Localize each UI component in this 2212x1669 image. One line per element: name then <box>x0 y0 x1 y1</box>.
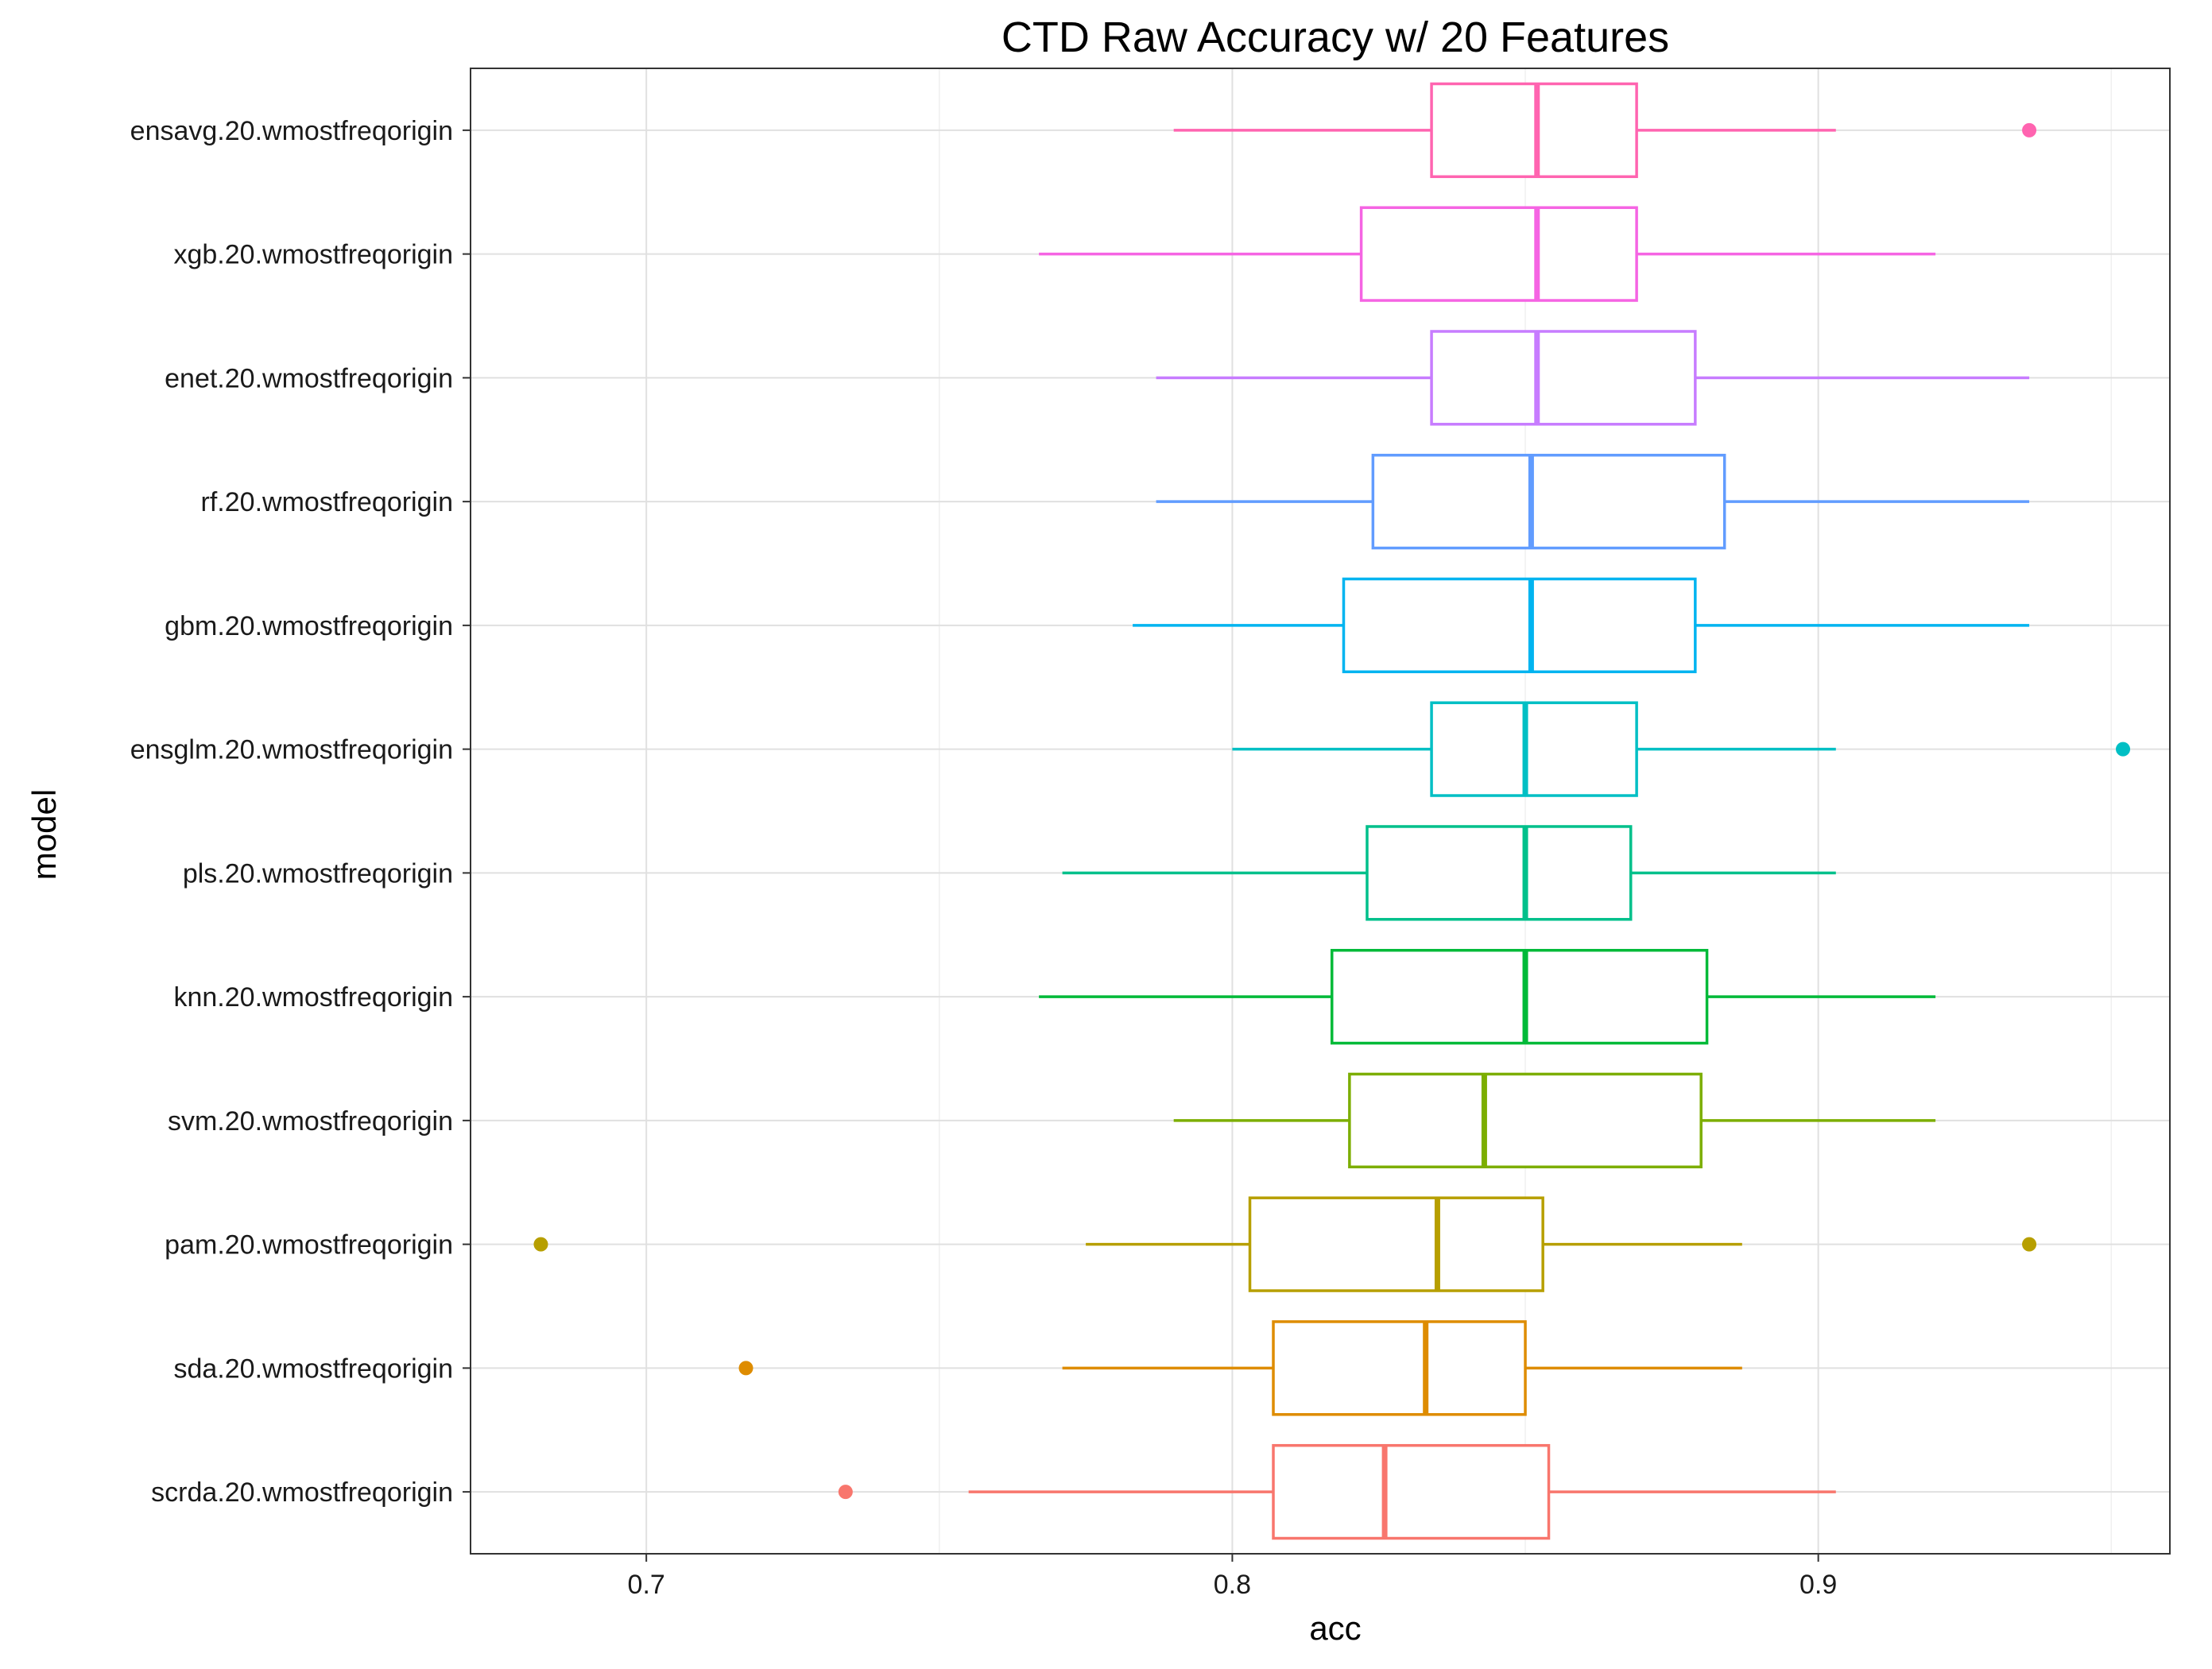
outlier-point <box>738 1361 753 1376</box>
outlier-point <box>2022 1237 2037 1252</box>
box-iqr <box>1371 453 1726 550</box>
y-tick-label: knn.20.wmostfreqorigin <box>173 982 453 1013</box>
y-tick-label: ensavg.20.wmostfreqorigin <box>130 116 453 146</box>
y-tick-label: xgb.20.wmostfreqorigin <box>173 240 453 270</box>
y-tick-label: sda.20.wmostfreqorigin <box>173 1353 453 1384</box>
x-tick-label: 0.8 <box>1214 1570 1251 1600</box>
box-iqr <box>1330 948 1709 1045</box>
outlier-point <box>2022 122 2037 137</box>
box-iqr <box>1366 825 1633 921</box>
x-tick-label: 0.9 <box>1799 1570 1837 1600</box>
outlier-point <box>838 1485 853 1500</box>
outlier-point <box>2116 742 2131 757</box>
y-tick-label: svm.20.wmostfreqorigin <box>168 1106 453 1137</box>
y-tick-label: rf.20.wmostfreqorigin <box>201 487 453 517</box>
box-iqr <box>1430 82 1638 179</box>
box-iqr <box>1430 330 1697 426</box>
x-axis-title: acc <box>1309 1609 1361 1647</box>
chart-title: CTD Raw Accuracy w/ 20 Features <box>1001 14 1669 61</box>
y-axis-title: model <box>25 789 63 880</box>
box-iqr <box>1272 1443 1551 1540</box>
y-tick-label: enet.20.wmostfreqorigin <box>165 363 453 393</box>
y-tick-label: scrda.20.wmostfreqorigin <box>151 1477 453 1508</box>
y-tick-label: pam.20.wmostfreqorigin <box>165 1230 453 1260</box>
plot-area: scrda.20.wmostfreqorigin sda.20.wmostfreq… <box>130 68 2171 1600</box>
box-iqr <box>1430 701 1638 797</box>
outlier-point <box>533 1237 548 1252</box>
box-iqr <box>1248 1196 1544 1292</box>
box-iqr <box>1272 1320 1527 1416</box>
box-iqr <box>1342 577 1697 674</box>
y-tick-label: pls.20.wmostfreqorigin <box>183 858 453 889</box>
box-iqr <box>1348 1072 1703 1169</box>
panel-border <box>470 68 2171 1555</box>
x-tick-label: 0.7 <box>628 1570 665 1600</box>
panel-background <box>471 68 2170 1554</box>
y-tick-label: ensglm.20.wmostfreqorigin <box>130 735 453 765</box>
y-tick-label: gbm.20.wmostfreqorigin <box>165 611 453 641</box>
box-iqr <box>1359 206 1638 302</box>
